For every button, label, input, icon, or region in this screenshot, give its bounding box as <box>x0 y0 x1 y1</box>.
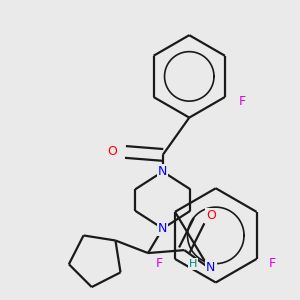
Text: O: O <box>107 146 117 158</box>
Text: F: F <box>269 257 276 270</box>
Text: H: H <box>189 259 197 269</box>
Text: N: N <box>206 261 215 274</box>
Text: N: N <box>158 222 167 235</box>
Text: O: O <box>206 209 216 222</box>
Text: N: N <box>158 165 167 178</box>
Text: F: F <box>156 257 163 270</box>
Text: F: F <box>239 95 246 108</box>
